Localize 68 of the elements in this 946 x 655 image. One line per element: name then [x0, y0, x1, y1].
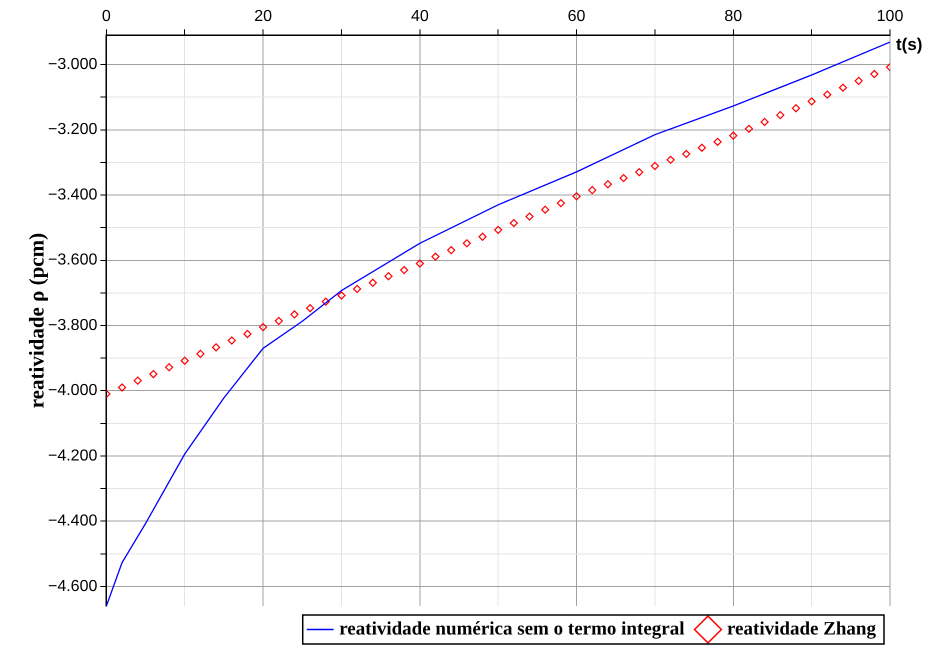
x-tick-label: 60	[568, 8, 586, 26]
point	[776, 111, 784, 120]
point	[666, 156, 675, 164]
y-tick-label: −3.600	[48, 252, 98, 269]
point	[588, 186, 596, 194]
y-tick-label: −3.800	[48, 316, 98, 334]
point	[792, 104, 800, 112]
point	[635, 168, 644, 176]
y-tick-label: −3.000	[48, 56, 98, 73]
point	[431, 252, 440, 261]
point	[416, 259, 424, 268]
point	[494, 226, 502, 234]
point	[322, 298, 330, 306]
x-tick-label: 80	[724, 8, 742, 26]
point	[760, 118, 769, 126]
point	[164, 363, 174, 372]
point	[149, 370, 158, 378]
point	[698, 144, 706, 152]
point	[290, 310, 299, 318]
y-tick-label: −3.400	[48, 186, 98, 204]
point	[353, 284, 362, 294]
point	[368, 278, 377, 287]
legend-label: reatividade numérica sem o termo integral	[339, 618, 684, 640]
point	[870, 70, 878, 78]
point	[650, 162, 660, 170]
point	[729, 132, 738, 140]
y-tick-label: −4.400	[48, 512, 98, 530]
y-axis-title: reatividade ρ (pcm)	[24, 232, 48, 408]
point	[525, 212, 534, 221]
point	[180, 356, 189, 365]
point	[478, 232, 487, 241]
x-tick-label: 40	[410, 8, 429, 26]
point	[838, 84, 848, 92]
point	[572, 192, 581, 200]
point	[619, 174, 628, 182]
y-tick-label: −4.000	[48, 382, 98, 400]
point	[243, 330, 252, 338]
point	[212, 343, 220, 352]
point	[274, 316, 283, 326]
point	[808, 97, 816, 106]
point	[337, 291, 346, 300]
legend-label: reatividade Zhang	[726, 618, 876, 640]
point	[134, 376, 142, 385]
x-tick-label: 100	[876, 8, 904, 26]
y-tick-label: −4.600	[48, 578, 98, 595]
point	[823, 90, 832, 99]
point	[556, 199, 565, 208]
point	[714, 138, 722, 146]
point	[541, 206, 550, 214]
point	[462, 239, 471, 248]
x-tick-label: 0	[102, 8, 111, 26]
point	[744, 124, 754, 133]
point	[259, 323, 268, 332]
point	[400, 266, 408, 274]
x-tick-label: 20	[254, 8, 272, 26]
point	[604, 180, 612, 188]
point	[854, 76, 863, 85]
point	[447, 246, 456, 254]
point	[228, 336, 236, 345]
point	[510, 218, 518, 228]
point	[306, 304, 314, 312]
x-axis-title: t(s)	[896, 34, 922, 54]
y-tick-label: −3.200	[48, 121, 98, 138]
point	[682, 150, 690, 158]
y-tick-label: −4.200	[48, 447, 98, 464]
point	[118, 383, 126, 392]
point	[196, 350, 205, 358]
point	[384, 272, 393, 280]
